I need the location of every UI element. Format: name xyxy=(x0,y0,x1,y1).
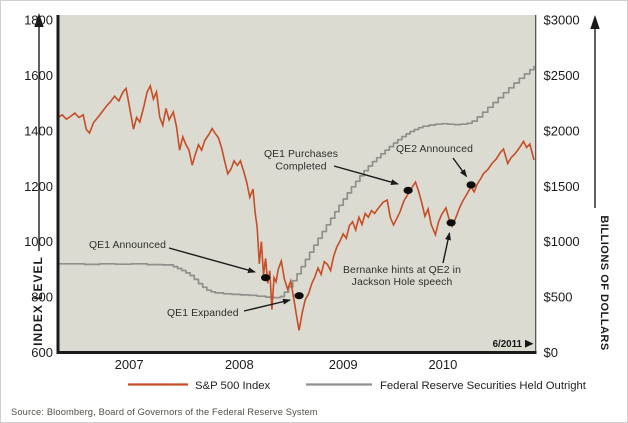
y-axis-left-tick-label: 800 xyxy=(31,290,53,305)
right-axis-title: BILLIONS OF DOLLARS xyxy=(598,215,610,350)
fed-securities-line xyxy=(58,65,535,299)
y-axis-left-tick-label: 1800 xyxy=(24,13,53,28)
annotation-arrow xyxy=(442,232,451,264)
y-axis-right-tick-label: $500 xyxy=(544,290,573,305)
x-axis-tick-label: 2008 xyxy=(225,357,254,372)
end-marker-label: 6/2011 xyxy=(493,339,523,350)
annotation-arrow xyxy=(168,247,256,274)
annotation-label: QE1 Purchases xyxy=(264,149,338,160)
x-axis-tick-label: 2009 xyxy=(329,357,358,372)
y-axis-right-tick-label: $2000 xyxy=(544,123,580,138)
plot-background xyxy=(59,15,536,353)
up-arrow-icon xyxy=(34,13,44,27)
left-axis-title: INDEX LEVEL xyxy=(31,256,45,346)
x-axis-ticks: 2007 2008 2009 2010 xyxy=(115,357,458,372)
y-axis-right-tick-label: $2500 xyxy=(544,68,580,83)
y-axis-right: BILLIONS OF DOLLARS $3000 $2500 $2000 $1500… xyxy=(544,13,611,361)
annotation-label: Bernanke hints at QE2 in xyxy=(343,265,461,276)
annotation-arrow xyxy=(452,157,468,178)
legend: S&P 500 Index Federal Reserve Securities… xyxy=(128,380,587,392)
y-axis-right-tick-label: $0 xyxy=(544,345,558,360)
y-axis-right-tick-label: $3000 xyxy=(544,13,580,28)
x-axis-tick-label: 2007 xyxy=(115,357,144,372)
y-axis-left: INDEX LEVEL 1800 1600 1400 1200 1000 800 600 xyxy=(24,13,53,361)
up-arrow-icon xyxy=(590,15,600,29)
y-axis-left-ticks: 1800 1600 1400 1200 1000 800 600 xyxy=(24,13,53,361)
y-axis-left-tick-label: 1200 xyxy=(24,179,53,194)
event-dot-qe2-announced xyxy=(466,181,476,189)
y-axis-left-tick-label: 1000 xyxy=(24,234,53,249)
end-marker: 6/2011 xyxy=(493,339,534,350)
annotation-label: Completed xyxy=(275,162,326,173)
annotation-qe1-completed: QE1 Purchases Completed xyxy=(264,149,413,194)
sp500-line xyxy=(57,83,535,331)
annotation-arrow xyxy=(243,298,291,312)
y-axis-right-tick-label: $1000 xyxy=(544,234,580,249)
annotation-label: QE2 Announced xyxy=(396,144,473,155)
y-axis-left-tick-label: 1400 xyxy=(24,123,53,138)
annotations-layer: QE1 Announced QE1 Expanded QE1 Purchases Co… xyxy=(89,144,476,319)
event-dot-bernanke-jackson-hole xyxy=(446,219,456,227)
annotation-qe1-announced: QE1 Announced xyxy=(89,240,271,282)
annotation-label: QE1 Announced xyxy=(89,240,166,251)
annotation-label: QE1 Expanded xyxy=(167,308,239,319)
source-note: Source: Bloomberg, Board of Governors of… xyxy=(11,407,318,417)
y-axis-right-tick-label: $1500 xyxy=(544,179,580,194)
y-axis-left-tick-label: 600 xyxy=(31,345,53,360)
event-dot-qe1-completed xyxy=(403,186,413,194)
x-axis-tick-label: 2010 xyxy=(428,357,457,372)
legend-label-sp500: S&P 500 Index xyxy=(195,380,271,392)
y-axis-left-tick-label: 1600 xyxy=(24,68,53,83)
annotation-qe1-expanded: QE1 Expanded xyxy=(167,292,304,319)
legend-label-fed: Federal Reserve Securities Held Outright xyxy=(380,380,587,392)
event-dot-qe1-expanded xyxy=(294,292,304,300)
event-dot-qe1-announced xyxy=(261,274,271,282)
right-triangle-icon xyxy=(525,339,534,348)
annotation-label: Jackson Hole speech xyxy=(352,277,453,288)
annotation-qe2-announced: QE2 Announced xyxy=(396,144,476,189)
y-axis-right-ticks: $3000 $2500 $2000 $1500 $1000 $500 $0 xyxy=(544,13,580,361)
annotation-arrow xyxy=(333,165,399,185)
